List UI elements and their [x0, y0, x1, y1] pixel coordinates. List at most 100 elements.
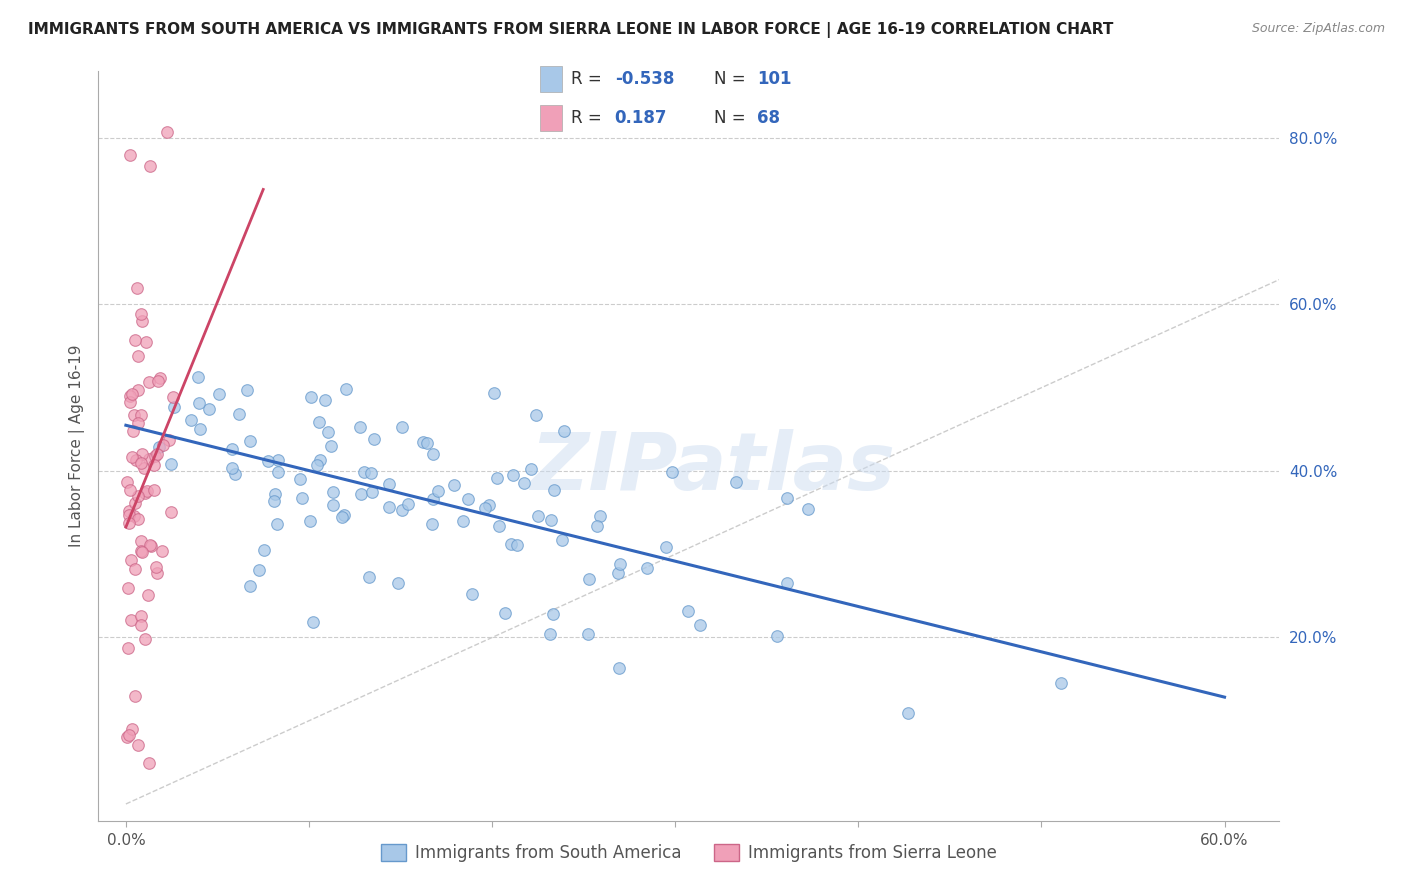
Point: [378, 500, 401, 515]
Point: [474, 501, 496, 516]
Point: [360, 467, 382, 481]
Point: [124, 496, 146, 510]
Point: [482, 386, 505, 401]
Point: [266, 452, 288, 467]
Point: [122, 424, 145, 438]
Point: [127, 416, 149, 430]
Point: [150, 544, 173, 558]
Point: [117, 641, 139, 656]
Point: [146, 447, 169, 461]
Point: [145, 559, 167, 574]
Point: [361, 485, 384, 500]
Text: -0.538: -0.538: [614, 70, 673, 87]
Point: [412, 434, 434, 449]
Point: [228, 408, 250, 422]
Point: [609, 558, 631, 572]
Point: [724, 475, 747, 490]
Text: 101: 101: [756, 70, 792, 87]
Point: [543, 483, 565, 497]
Point: [524, 408, 547, 422]
Point: [155, 125, 177, 139]
Point: [121, 450, 143, 464]
Point: [118, 504, 141, 518]
Point: [589, 509, 612, 524]
Point: [606, 566, 628, 581]
Point: [121, 722, 143, 736]
Point: [127, 489, 149, 503]
Point: [391, 420, 413, 434]
Point: [349, 419, 371, 434]
Point: [117, 581, 139, 595]
Point: [146, 375, 169, 389]
Point: [776, 576, 799, 591]
Point: [299, 514, 322, 528]
Point: [159, 457, 181, 471]
Point: [266, 517, 288, 532]
Point: [502, 468, 524, 483]
Point: [131, 545, 153, 559]
Point: [120, 389, 142, 403]
Point: [134, 486, 156, 500]
Point: [655, 540, 678, 554]
Point: [135, 334, 157, 349]
Y-axis label: In Labor Force | Age 16-19: In Labor Force | Age 16-19: [69, 344, 84, 548]
Point: [1049, 676, 1071, 690]
Point: [253, 543, 276, 558]
Point: [127, 512, 149, 526]
Point: [197, 401, 219, 416]
Point: [124, 508, 146, 523]
Point: [221, 461, 243, 475]
Point: [896, 706, 918, 720]
Point: [363, 432, 385, 446]
Point: [486, 471, 509, 485]
Point: [136, 483, 159, 498]
Point: [121, 387, 143, 401]
Point: [291, 491, 314, 505]
Point: [124, 562, 146, 576]
Point: [461, 586, 484, 600]
Point: [308, 416, 330, 430]
Point: [420, 516, 443, 531]
Text: 68: 68: [756, 109, 780, 128]
Point: [139, 538, 162, 552]
Point: [120, 483, 142, 498]
Point: [129, 609, 152, 624]
Bar: [540, 105, 562, 131]
Text: R =: R =: [571, 109, 602, 128]
Point: [152, 438, 174, 452]
Point: [139, 159, 162, 173]
Point: [129, 533, 152, 548]
Point: [118, 508, 141, 522]
Point: [422, 492, 444, 507]
Point: [159, 505, 181, 519]
Point: [221, 442, 243, 456]
Point: [513, 475, 536, 490]
Point: [797, 501, 820, 516]
Point: [125, 453, 148, 467]
Point: [188, 422, 211, 436]
Point: [636, 561, 658, 575]
Point: [263, 486, 285, 500]
Point: [187, 370, 209, 384]
Point: [302, 615, 325, 629]
Point: [138, 587, 160, 601]
Point: [131, 447, 153, 461]
Point: [124, 689, 146, 703]
Point: [118, 516, 141, 530]
Point: [127, 349, 149, 363]
Point: [309, 453, 332, 467]
Point: [131, 307, 153, 321]
Point: [314, 393, 336, 408]
Point: [120, 147, 142, 161]
Point: [115, 731, 138, 745]
Point: [359, 570, 381, 584]
Point: [239, 434, 262, 449]
Point: [541, 607, 564, 622]
Point: [506, 538, 529, 552]
Point: [180, 413, 202, 427]
Bar: [540, 66, 562, 92]
Point: [457, 491, 479, 506]
Point: [527, 508, 550, 523]
Point: [478, 498, 501, 512]
Point: [443, 478, 465, 492]
